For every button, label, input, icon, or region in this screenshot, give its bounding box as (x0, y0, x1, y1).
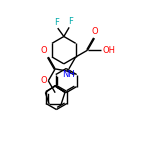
Text: O: O (40, 76, 47, 85)
Text: OH: OH (102, 46, 116, 55)
Text: O: O (91, 27, 98, 36)
Text: NH: NH (62, 70, 75, 79)
Text: O: O (41, 47, 48, 55)
Text: F: F (68, 17, 73, 26)
Text: F: F (54, 18, 59, 27)
